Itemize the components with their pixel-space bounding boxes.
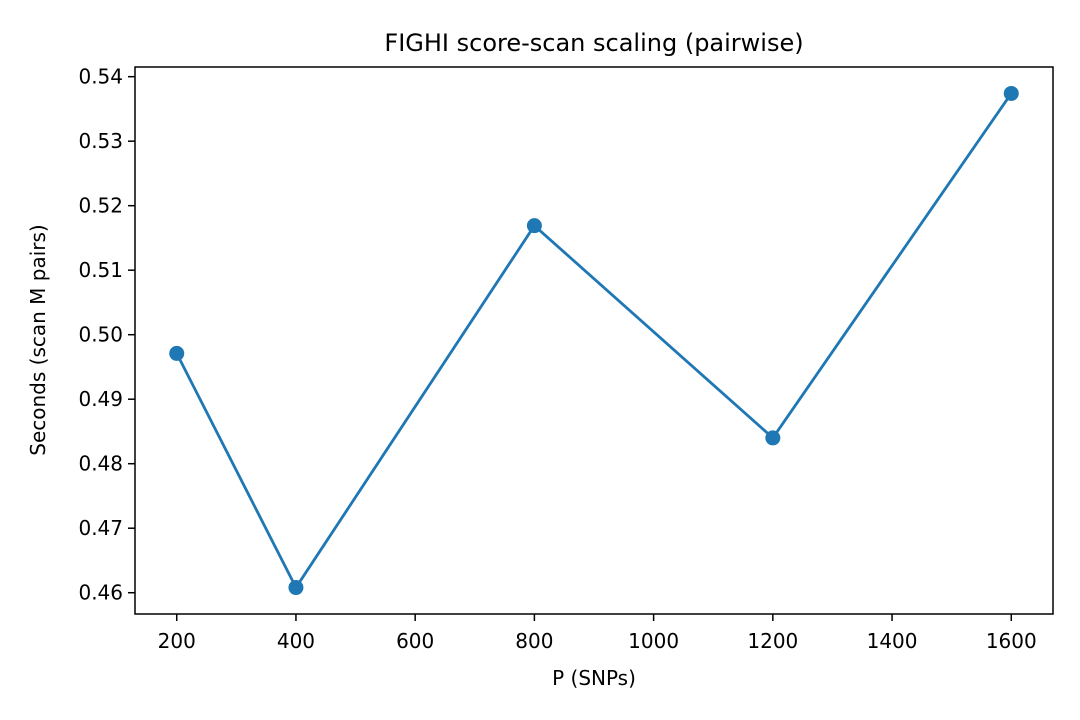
y-tick-label: 0.49 (78, 387, 123, 411)
x-tick-label: 800 (515, 629, 553, 653)
x-tick-label: 1000 (628, 629, 679, 653)
y-tick-label: 0.47 (78, 516, 123, 540)
y-tick-label: 0.51 (78, 258, 123, 282)
x-tick-label: 600 (396, 629, 434, 653)
data-point (765, 430, 781, 446)
y-tick-label: 0.54 (78, 65, 123, 89)
y-tick-label: 0.53 (78, 129, 123, 153)
axes: 200 400 600 800 1000 1200 1400 1600 0.46 0.47 0.48… (78, 65, 1036, 653)
x-axis-label: P (SNPs) (552, 666, 636, 690)
x-tick-label: 1400 (867, 629, 918, 653)
y-axis-label: Seconds (scan M pairs) (26, 224, 50, 455)
y-tick-label: 0.48 (78, 452, 123, 476)
chart-title: FIGHI score-scan scaling (pairwise) (384, 29, 803, 57)
x-tick-label: 1200 (747, 629, 798, 653)
y-tick-label: 0.46 (78, 581, 123, 605)
data-point (1003, 85, 1019, 101)
series-line (175, 92, 1013, 589)
data-point (526, 218, 542, 234)
y-tick-label: 0.52 (78, 194, 123, 218)
x-tick-label: 1600 (986, 629, 1037, 653)
plot-frame (134, 66, 1054, 615)
data-point (169, 345, 185, 361)
series-layer (169, 85, 1019, 596)
y-tick-label: 0.50 (78, 323, 123, 347)
x-tick-label: 200 (158, 629, 196, 653)
data-point (288, 580, 304, 596)
x-tick-label: 400 (277, 629, 315, 653)
